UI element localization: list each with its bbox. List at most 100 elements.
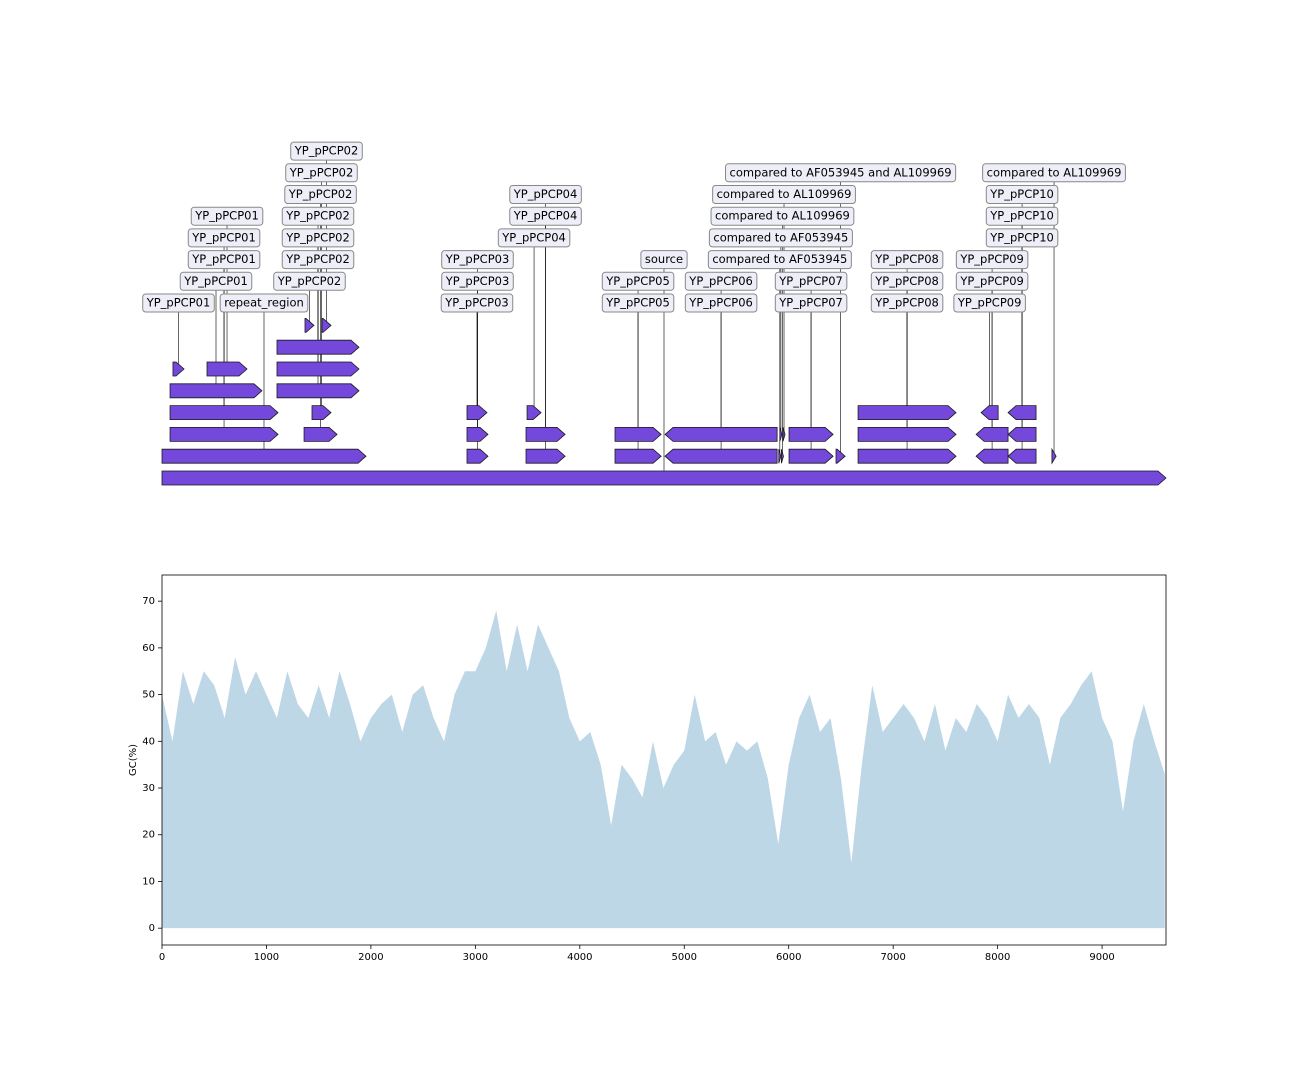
label-box xyxy=(870,250,944,270)
label-box xyxy=(955,271,1029,291)
y-tick-label: 10 xyxy=(142,876,155,887)
feature xyxy=(1007,426,1037,442)
feature-label: compared to AF053945 and AL109969 xyxy=(730,165,952,179)
label-box xyxy=(497,228,571,248)
label-box xyxy=(985,228,1059,248)
feature-label: YP_pPCP10 xyxy=(989,209,1054,223)
feature xyxy=(664,448,778,464)
y-tick-label: 60 xyxy=(142,643,155,654)
label-box xyxy=(601,271,675,291)
feature-label: YP_pPCP06 xyxy=(688,296,753,310)
feature-label: compared to AL109969 xyxy=(987,165,1122,179)
label-box xyxy=(219,293,309,313)
label-box xyxy=(190,206,264,226)
feature xyxy=(321,317,332,333)
feature xyxy=(835,448,846,464)
feature xyxy=(614,426,662,442)
feature xyxy=(614,448,662,464)
x-tick-label: 6000 xyxy=(776,952,801,963)
label-box xyxy=(725,163,957,183)
feature xyxy=(525,426,566,442)
label-box xyxy=(281,228,355,248)
feature xyxy=(782,427,786,442)
feature xyxy=(169,405,279,421)
feature xyxy=(778,449,782,464)
feature xyxy=(169,383,263,399)
feature xyxy=(857,426,957,442)
feature xyxy=(781,449,784,464)
y-tick-label: 0 xyxy=(149,923,155,934)
feature-label: repeat_region xyxy=(224,296,304,310)
feature-label: source xyxy=(645,252,683,266)
y-tick-label: 70 xyxy=(142,596,155,607)
feature-label: YP_pPCP02 xyxy=(288,187,353,201)
label-box xyxy=(187,228,261,248)
label-box xyxy=(774,271,848,291)
gc-area xyxy=(162,610,1165,929)
label-box xyxy=(142,293,215,313)
feature xyxy=(975,426,1009,442)
feature-label: YP_pPCP10 xyxy=(989,230,1054,244)
feature-label: compared to AF053945 xyxy=(713,230,848,244)
label-box xyxy=(285,163,358,183)
feature-label: YP_pPCP02 xyxy=(277,274,342,288)
feature-label: YP_pPCP05 xyxy=(605,296,670,310)
feature-label: YP_pPCP01 xyxy=(191,230,256,244)
feature-label: YP_pPCP10 xyxy=(989,187,1054,201)
x-tick-label: 2000 xyxy=(358,952,383,963)
feature-label: YP_pPCP05 xyxy=(605,274,670,288)
x-tick-label: 4000 xyxy=(567,952,592,963)
feature-label: compared to AL109969 xyxy=(715,209,850,223)
x-tick-label: 7000 xyxy=(880,952,905,963)
feature xyxy=(1007,448,1037,464)
label-box xyxy=(684,293,758,313)
feature-label: YP_pPCP02 xyxy=(285,230,350,244)
feature-label: YP_pPCP09 xyxy=(959,252,1024,266)
feature xyxy=(980,405,999,421)
x-tick-label: 5000 xyxy=(672,952,697,963)
label-box xyxy=(708,228,853,248)
feature xyxy=(466,426,489,442)
label-box xyxy=(187,250,261,270)
feature xyxy=(788,426,834,442)
feature-label: YP_pPCP04 xyxy=(513,209,578,223)
feature-label: YP_pPCP01 xyxy=(146,296,211,310)
label-box xyxy=(985,206,1059,226)
label-box xyxy=(774,293,848,313)
feature-label: YP_pPCP01 xyxy=(194,209,259,223)
feature-label: YP_pPCP07 xyxy=(778,274,843,288)
label-box xyxy=(982,163,1126,183)
feature-label: YP_pPCP09 xyxy=(959,274,1024,288)
label-box xyxy=(509,185,582,204)
y-tick-label: 30 xyxy=(142,783,155,794)
label-box xyxy=(985,185,1059,204)
label-box xyxy=(440,293,514,313)
feature-label: YP_pPCP08 xyxy=(874,274,939,288)
feature-label: YP_pPCP02 xyxy=(294,144,359,158)
x-tick-label: 1000 xyxy=(254,952,279,963)
feature-label: YP_pPCP04 xyxy=(501,230,566,244)
feature xyxy=(525,448,566,464)
label-box xyxy=(441,250,514,270)
label-box xyxy=(601,293,675,313)
feature-label: YP_pPCP08 xyxy=(874,296,939,310)
x-tick-label: 3000 xyxy=(463,952,488,963)
feature xyxy=(161,448,367,464)
label-box xyxy=(640,250,688,270)
label-box xyxy=(179,271,253,291)
feature xyxy=(276,339,360,355)
feature-label: YP_pPCP02 xyxy=(285,209,350,223)
feature xyxy=(975,448,1009,464)
feature-label: YP_pPCP03 xyxy=(445,274,510,288)
label-box xyxy=(281,250,355,270)
feature-label: compared to AF053945 xyxy=(712,252,847,266)
feature-label: YP_pPCP09 xyxy=(957,296,1022,310)
label-box xyxy=(273,271,346,291)
feature xyxy=(1051,447,1057,465)
y-axis-label: GC(%) xyxy=(128,744,139,776)
labels: YP_pPCP01 YP_pPCP01 YP_pPCP01 YP_pPCP01 YP_p… xyxy=(142,141,1126,313)
x-tick-label: 0 xyxy=(159,952,165,963)
label-box xyxy=(284,185,357,204)
feature-label: YP_pPCP03 xyxy=(444,296,509,310)
